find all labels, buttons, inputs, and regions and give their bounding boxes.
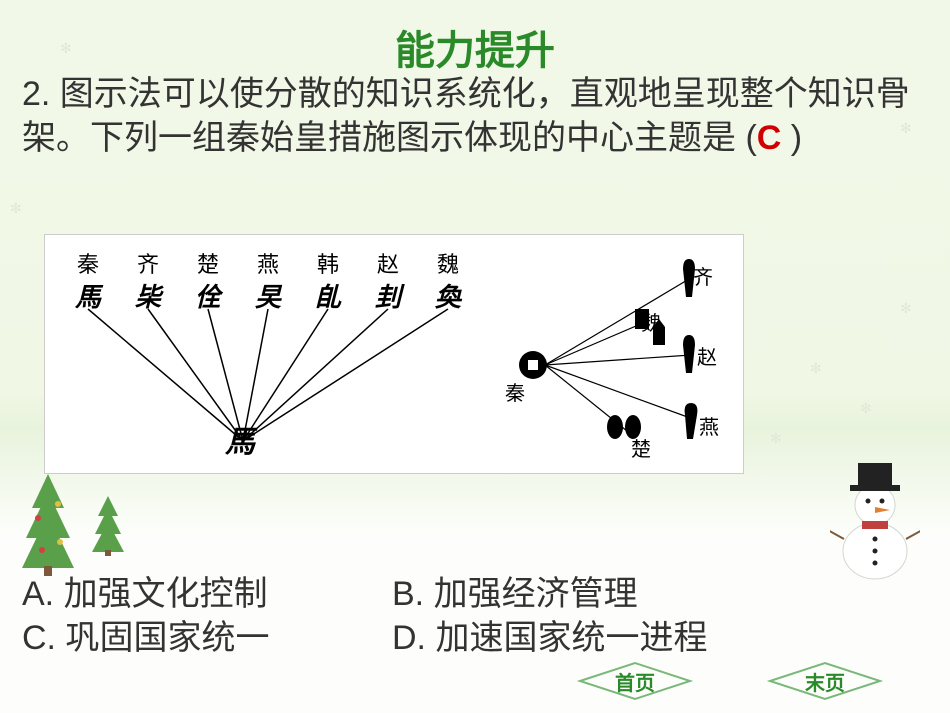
- right-state-label: 楚: [631, 433, 651, 462]
- diagram-figure: 秦齐楚燕韩赵魏 馬枈佺旲臫刲奐 馬 秦 齐魏赵燕楚: [44, 234, 744, 474]
- slide-title: 能力提升: [0, 18, 950, 76]
- right-center-label: 秦: [505, 377, 525, 406]
- state-label: 齐: [123, 247, 173, 279]
- nav-bar: 首页 末页: [570, 661, 890, 701]
- archaic-glyph: 旲: [243, 277, 293, 314]
- question-text: 2. 图示法可以使分散的知识系统化，直观地呈现整个知识骨架。下列一组秦始皇措施图…: [22, 72, 920, 160]
- options-block: A. 加强文化控制 B. 加强经济管理 C. 巩固国家统一 D. 加速国家统一进…: [22, 572, 707, 660]
- archaic-glyph: 臫: [303, 277, 353, 314]
- nav-home-label: 首页: [615, 667, 655, 696]
- answer-letter: C: [757, 119, 782, 157]
- snowman-decoration: [830, 433, 920, 583]
- right-state-label: 齐: [693, 261, 713, 290]
- tree-decoration-2: [90, 492, 126, 563]
- question-close: ): [781, 119, 802, 157]
- option-b: B. 加强经济管理: [392, 572, 638, 616]
- archaic-glyph: 枈: [123, 277, 173, 314]
- state-label: 燕: [243, 247, 293, 279]
- state-label: 楚: [183, 247, 233, 279]
- unified-glyph: 馬: [225, 417, 255, 461]
- archaic-glyph: 馬: [63, 277, 113, 314]
- option-c: C. 巩固国家统一: [22, 616, 392, 660]
- right-state-label: 赵: [697, 341, 717, 370]
- state-label: 赵: [363, 247, 413, 279]
- archaic-glyph: 佺: [183, 277, 233, 314]
- right-state-label: 燕: [699, 411, 719, 440]
- option-d: D. 加速国家统一进程: [392, 616, 707, 660]
- archaic-glyph: 刲: [363, 277, 413, 314]
- state-label: 魏: [423, 247, 473, 279]
- diagram-left: 秦齐楚燕韩赵魏 馬枈佺旲臫刲奐 馬: [45, 235, 485, 475]
- nav-end-label: 末页: [805, 667, 845, 696]
- state-label: 韩: [303, 247, 353, 279]
- nav-end-button[interactable]: 末页: [760, 661, 890, 701]
- tree-decoration: [18, 468, 78, 583]
- nav-home-button[interactable]: 首页: [570, 661, 700, 701]
- state-label: 秦: [63, 247, 113, 279]
- right-state-label: 魏: [641, 307, 661, 336]
- archaic-glyph: 奐: [423, 277, 473, 314]
- diagram-right: 秦 齐魏赵燕楚: [493, 235, 733, 475]
